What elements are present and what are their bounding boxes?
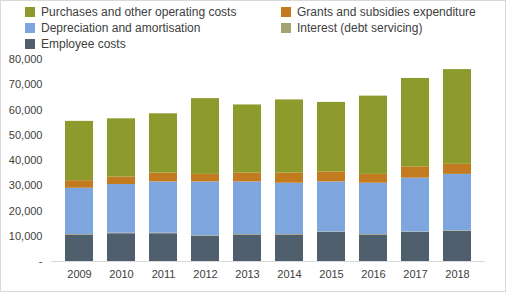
svg-text:70,000: 70,000	[9, 78, 43, 90]
svg-text:2018: 2018	[445, 268, 469, 280]
svg-text:2016: 2016	[361, 268, 385, 280]
html-text:Purchases and other operating: Purchases and other operating costs	[41, 5, 237, 19]
html-text:Interest (debt servicing): Interest (debt servicing)	[297, 21, 423, 35]
svg-text:2011: 2011	[152, 268, 176, 280]
svg-text:2017: 2017	[403, 268, 427, 280]
svg-text:2013: 2013	[235, 268, 259, 280]
svg-text:2015: 2015	[319, 268, 343, 280]
svg-text:60,000: 60,000	[9, 104, 43, 116]
svg-text:80,000: 80,000	[9, 53, 43, 65]
svg-text:20,000: 20,000	[9, 205, 43, 217]
html-text:Depreciation and amortisation: Depreciation and amortisation	[41, 21, 201, 35]
svg-text:30,000: 30,000	[9, 179, 43, 191]
svg-text:50,000: 50,000	[9, 129, 43, 141]
html-text:Grants and subsidies expenditu: Grants and subsidies expenditure	[297, 5, 476, 19]
svg-text:2010: 2010	[109, 268, 133, 280]
svg-text:2009: 2009	[67, 268, 91, 280]
svg-text:40,000: 40,000	[9, 154, 43, 166]
html-text:Employee costs: Employee costs	[41, 37, 126, 51]
svg-text:-: -	[39, 255, 43, 267]
svg-text:2014: 2014	[277, 268, 301, 280]
svg-text:10,000: 10,000	[9, 230, 43, 242]
svg-text:2012: 2012	[193, 268, 217, 280]
